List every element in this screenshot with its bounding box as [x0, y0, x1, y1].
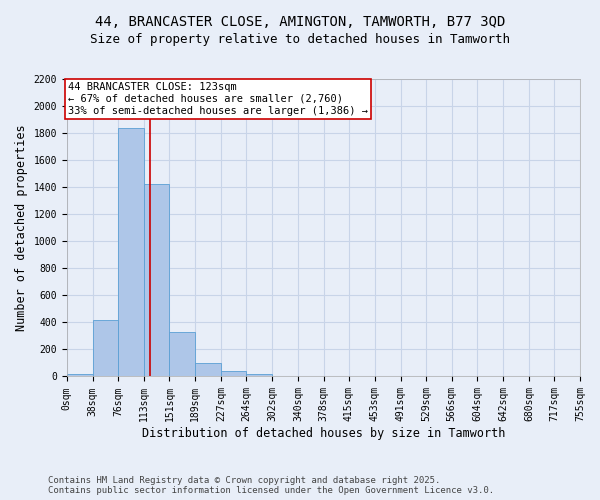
X-axis label: Distribution of detached houses by size in Tamworth: Distribution of detached houses by size … [142, 427, 505, 440]
Y-axis label: Number of detached properties: Number of detached properties [15, 124, 28, 331]
Bar [143, 184, 169, 376]
Bar [221, 371, 246, 376]
Bar [92, 320, 118, 376]
Text: Contains HM Land Registry data © Crown copyright and database right 2025.
Contai: Contains HM Land Registry data © Crown c… [48, 476, 494, 495]
Bar [246, 374, 272, 376]
Text: 44 BRANCASTER CLOSE: 123sqm
← 67% of detached houses are smaller (2,760)
33% of : 44 BRANCASTER CLOSE: 123sqm ← 67% of det… [68, 82, 368, 116]
Bar [195, 363, 221, 376]
Text: Size of property relative to detached houses in Tamworth: Size of property relative to detached ho… [90, 32, 510, 46]
Text: 44, BRANCASTER CLOSE, AMINGTON, TAMWORTH, B77 3QD: 44, BRANCASTER CLOSE, AMINGTON, TAMWORTH… [95, 15, 505, 29]
Bar [67, 374, 92, 376]
Bar [169, 332, 195, 376]
Bar [118, 128, 143, 376]
